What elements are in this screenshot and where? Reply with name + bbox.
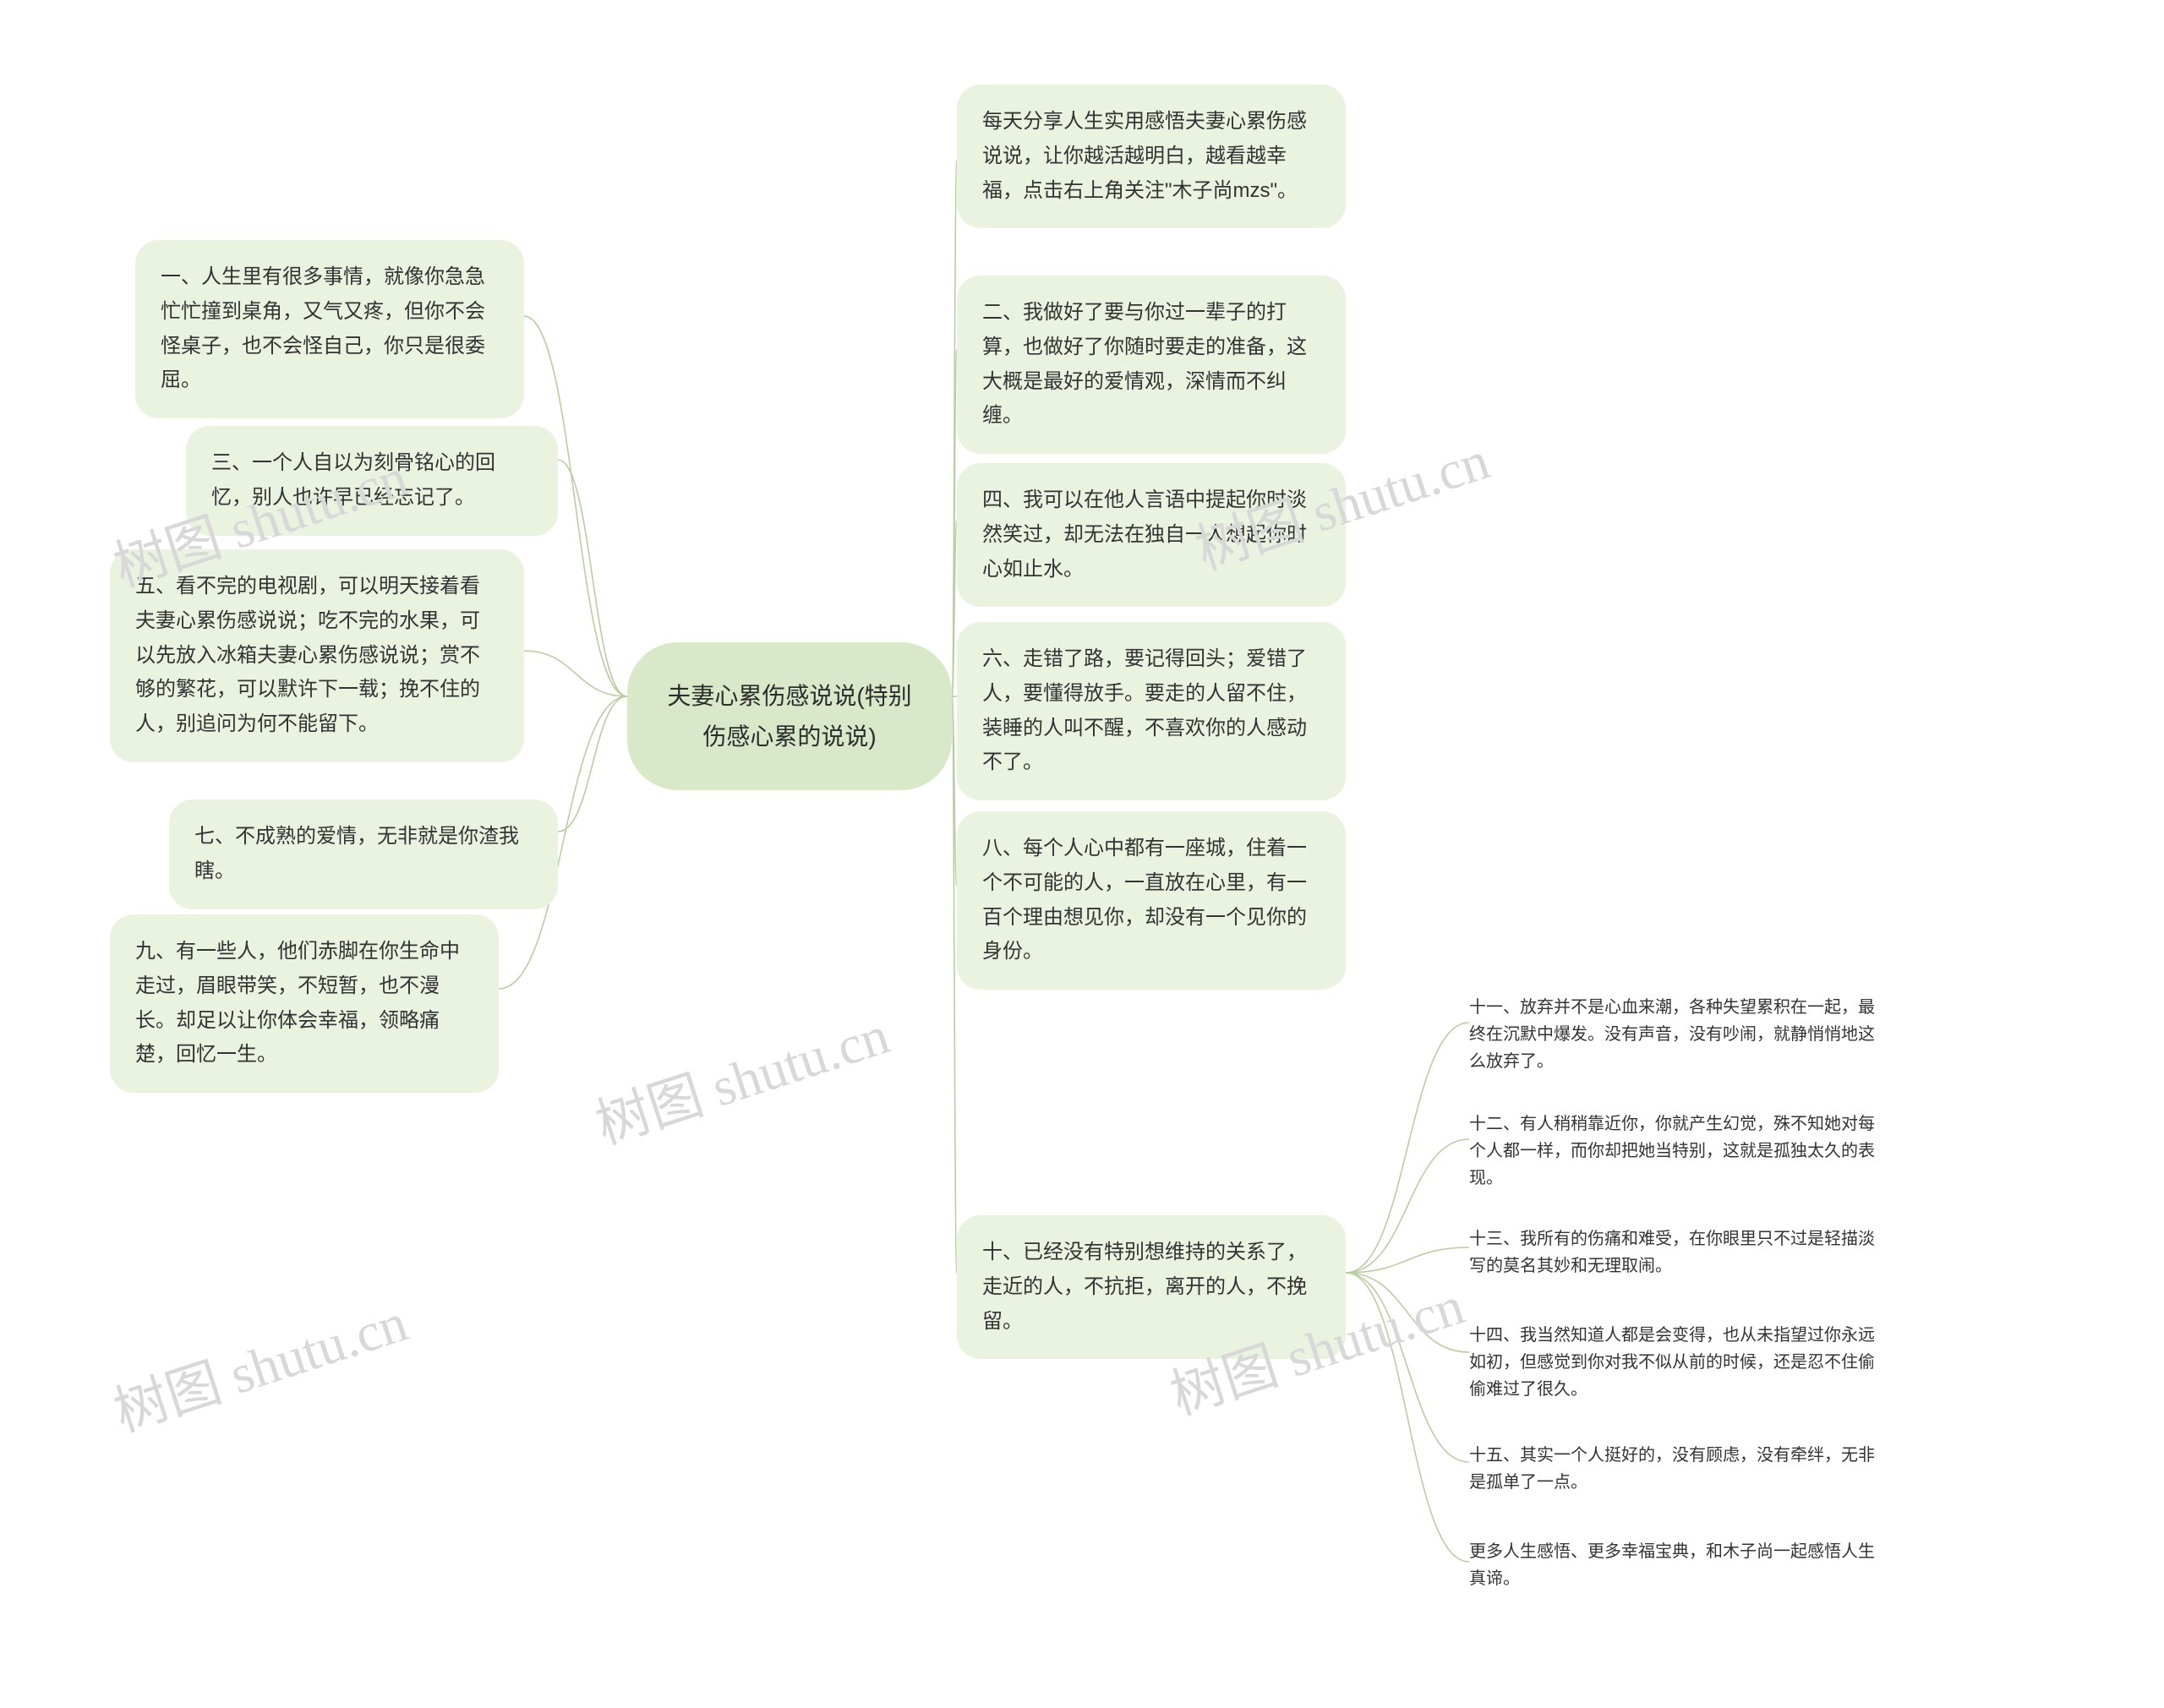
branch-label: 十、已经没有特别想维持的关系了，走近的人，不抗拒，离开的人，不挽留。 <box>982 1241 1307 1333</box>
leaf-12[interactable]: 十二、有人稍稍靠近你，你就产生幻觉，殊不知她对每个人都一样，而你却把她当特别，这… <box>1469 1110 1875 1192</box>
branch-left-3[interactable]: 三、一个人自以为刻骨铭心的回忆，别人也许早已经忘记了。 <box>186 426 558 536</box>
leaf-label: 十五、其实一个人挺好的，没有顾虑，没有牵绊，无非是孤单了一点。 <box>1469 1446 1875 1492</box>
branch-label: 二、我做好了要与你过一辈子的打算，也做好了你随时要走的准备，这大概是最好的爱情观… <box>982 301 1307 427</box>
branch-label: 五、看不完的电视剧，可以明天接着看夫妻心累伤感说说；吃不完的水果，可以先放入冰箱… <box>135 575 480 735</box>
leaf-end[interactable]: 更多人生感悟、更多幸福宝典，和木子尚一起感悟人生真谛。 <box>1469 1538 1875 1592</box>
leaf-14[interactable]: 十四、我当然知道人都是会变得，也从未指望过你永远如初，但感觉到你对我不似从前的时… <box>1469 1322 1875 1403</box>
leaf-label: 十一、放弃并不是心血来潮，各种失望累积在一起，最终在沉默中爆发。没有声音，没有吵… <box>1469 998 1875 1071</box>
branch-right-10[interactable]: 十、已经没有特别想维持的关系了，走近的人，不抗拒，离开的人，不挽留。 <box>957 1215 1346 1359</box>
leaf-15[interactable]: 十五、其实一个人挺好的，没有顾虑，没有牵绊，无非是孤单了一点。 <box>1469 1442 1875 1496</box>
branch-left-1[interactable]: 一、人生里有很多事情，就像你急急忙忙撞到桌角，又气又疼，但你不会怪桌子，也不会怪… <box>135 240 524 418</box>
leaf-label: 十三、我所有的伤痛和难受，在你眼里只不过是轻描淡写的莫名其妙和无理取闹。 <box>1469 1230 1875 1275</box>
branch-label: 每天分享人生实用感悟夫妻心累伤感说说，让你越活越明白，越看越幸福，点击右上角关注… <box>982 110 1307 202</box>
mindmap-root-label: 夫妻心累伤感说说(特别伤感心累的说说) <box>667 683 911 750</box>
branch-left-9[interactable]: 九、有一些人，他们赤脚在你生命中走过，眉眼带笑，不短暂，也不漫长。却足以让你体会… <box>110 914 499 1093</box>
branch-label: 三、一个人自以为刻骨铭心的回忆，别人也许早已经忘记了。 <box>211 451 495 509</box>
leaf-label: 更多人生感悟、更多幸福宝典，和木子尚一起感悟人生真谛。 <box>1469 1542 1875 1588</box>
branch-left-5[interactable]: 五、看不完的电视剧，可以明天接着看夫妻心累伤感说说；吃不完的水果，可以先放入冰箱… <box>110 549 524 762</box>
leaf-13[interactable]: 十三、我所有的伤痛和难受，在你眼里只不过是轻描淡写的莫名其妙和无理取闹。 <box>1469 1225 1875 1280</box>
branch-label: 四、我可以在他人言语中提起你时淡然笑过，却无法在独自一人想起你时心如止水。 <box>982 488 1307 581</box>
watermark: 树图 shutu.cn <box>103 1280 416 1447</box>
branch-label: 一、人生里有很多事情，就像你急急忙忙撞到桌角，又气又疼，但你不会怪桌子，也不会怪… <box>161 265 485 391</box>
watermark: 树图 shutu.cn <box>585 992 898 1160</box>
branch-label: 九、有一些人，他们赤脚在你生命中走过，眉眼带笑，不短暂，也不漫长。却足以让你体会… <box>135 940 460 1066</box>
mindmap-root[interactable]: 夫妻心累伤感说说(特别伤感心累的说说) <box>627 642 952 790</box>
branch-label: 六、走错了路，要记得回头；爱错了人，要懂得放手。要走的人留不住，装睡的人叫不醒，… <box>982 647 1307 773</box>
leaf-label: 十四、我当然知道人都是会变得，也从未指望过你永远如初，但感觉到你对我不似从前的时… <box>1469 1326 1875 1399</box>
branch-label: 七、不成熟的爱情，无非就是你渣我瞎。 <box>194 825 519 882</box>
branch-right-2[interactable]: 二、我做好了要与你过一辈子的打算，也做好了你随时要走的准备，这大概是最好的爱情观… <box>957 276 1346 454</box>
leaf-11[interactable]: 十一、放弃并不是心血来潮，各种失望累积在一起，最终在沉默中爆发。没有声音，没有吵… <box>1469 994 1875 1075</box>
branch-right-6[interactable]: 六、走错了路，要记得回头；爱错了人，要懂得放手。要走的人留不住，装睡的人叫不醒，… <box>957 622 1346 800</box>
branch-right-8[interactable]: 八、每个人心中都有一座城，住着一个不可能的人，一直放在心里，有一百个理由想见你，… <box>957 811 1346 990</box>
branch-right-4[interactable]: 四、我可以在他人言语中提起你时淡然笑过，却无法在独自一人想起你时心如止水。 <box>957 463 1346 607</box>
leaf-label: 十二、有人稍稍靠近你，你就产生幻觉，殊不知她对每个人都一样，而你却把她当特别，这… <box>1469 1115 1875 1187</box>
branch-label: 八、每个人心中都有一座城，住着一个不可能的人，一直放在心里，有一百个理由想见你，… <box>982 837 1307 963</box>
branch-right-intro[interactable]: 每天分享人生实用感悟夫妻心累伤感说说，让你越活越明白，越看越幸福，点击右上角关注… <box>957 85 1346 228</box>
branch-left-7[interactable]: 七、不成熟的爱情，无非就是你渣我瞎。 <box>169 799 558 909</box>
